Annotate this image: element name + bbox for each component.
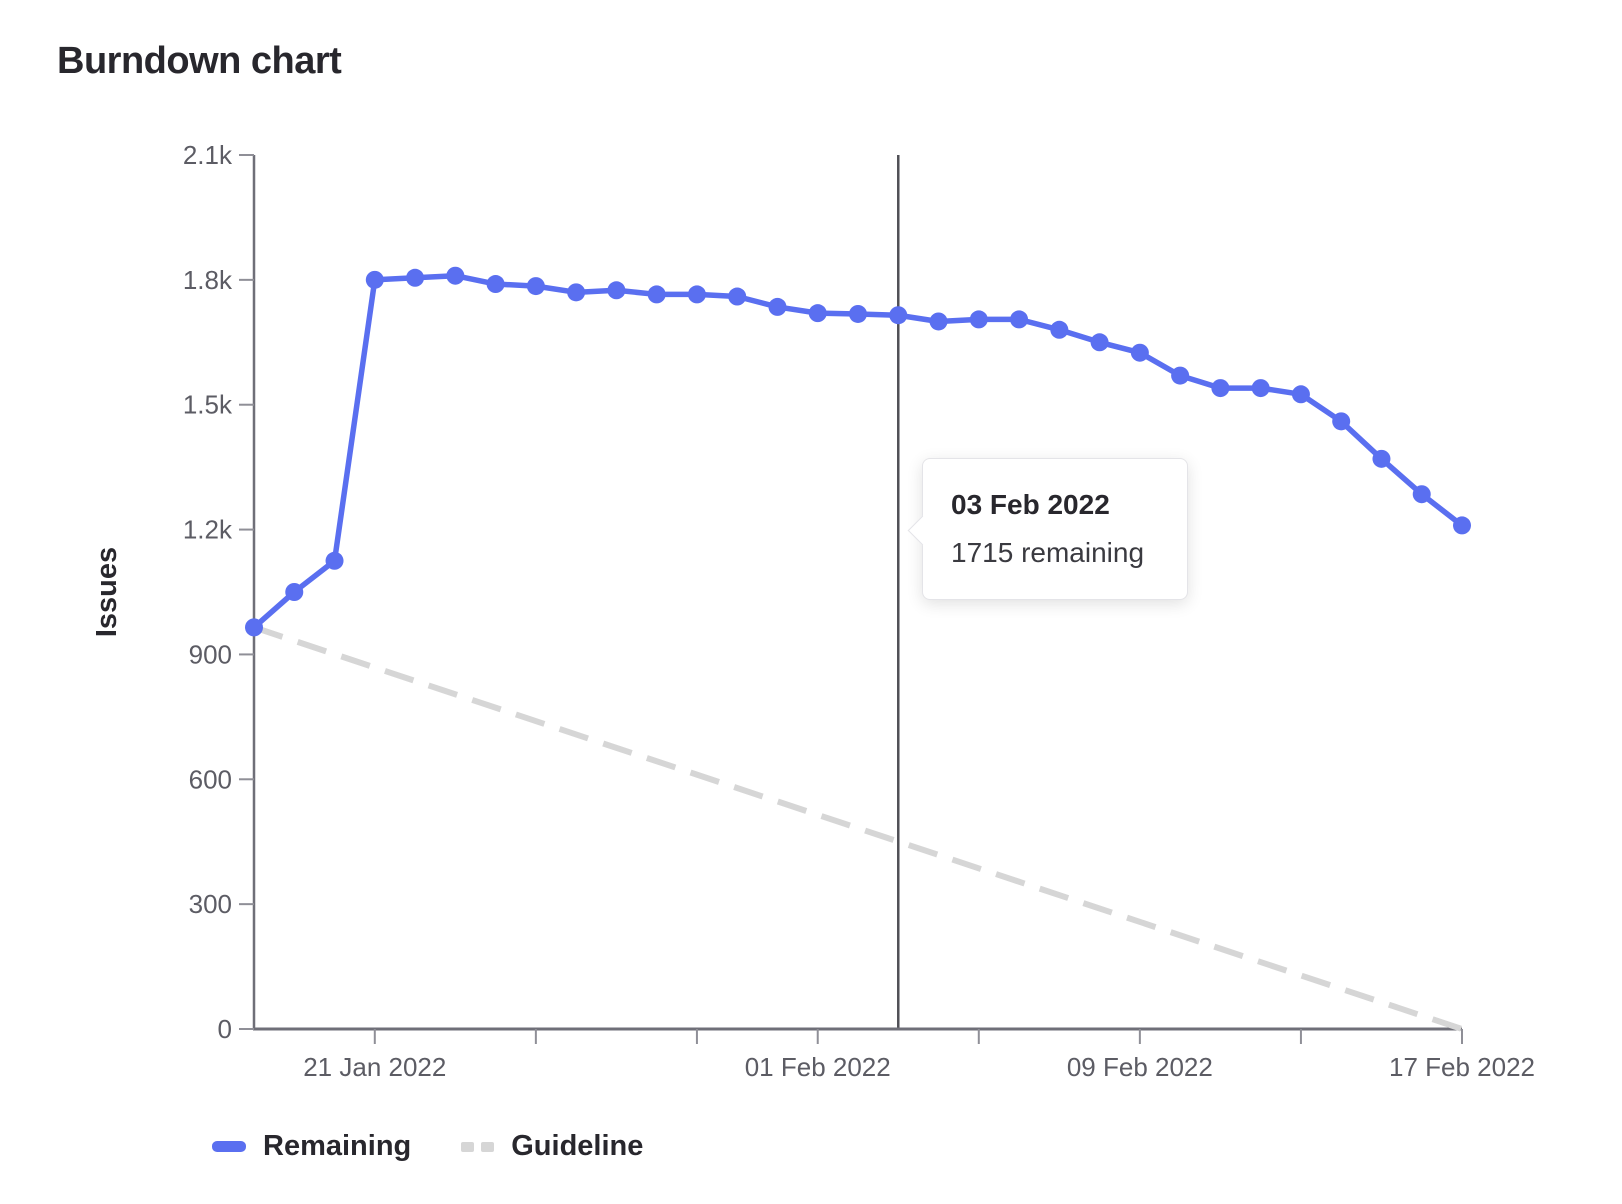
tooltip-date: 03 Feb 2022 bbox=[951, 489, 1110, 520]
tooltip-value: 1715 remaining bbox=[951, 537, 1145, 568]
data-point[interactable] bbox=[728, 287, 747, 306]
data-point[interactable] bbox=[406, 268, 425, 287]
y-tick-label: 0 bbox=[218, 1014, 232, 1044]
x-tick-label: 21 Jan 2022 bbox=[303, 1052, 446, 1082]
chart-legend: Remaining Guideline bbox=[212, 1130, 643, 1163]
x-tick-label: 09 Feb 2022 bbox=[1067, 1052, 1213, 1082]
legend-label-remaining: Remaining bbox=[263, 1130, 412, 1162]
page-title: Burndown chart bbox=[57, 40, 342, 82]
data-point[interactable] bbox=[1251, 379, 1270, 398]
remaining-line bbox=[251, 272, 1465, 631]
guideline-line bbox=[253, 624, 1463, 1032]
data-point[interactable] bbox=[607, 281, 626, 300]
y-axis-title: Issues bbox=[91, 547, 123, 637]
data-point[interactable] bbox=[486, 275, 505, 294]
data-point[interactable] bbox=[1171, 366, 1190, 385]
data-point[interactable] bbox=[687, 285, 706, 304]
data-point[interactable] bbox=[1211, 379, 1230, 398]
data-point[interactable] bbox=[567, 283, 586, 302]
y-tick-label: 1.8k bbox=[183, 265, 233, 295]
data-point[interactable] bbox=[1130, 343, 1149, 362]
data-point[interactable] bbox=[245, 618, 263, 637]
guideline-swatch-icon bbox=[461, 1141, 495, 1152]
data-point[interactable] bbox=[768, 297, 787, 316]
data-point[interactable] bbox=[1372, 449, 1391, 468]
data-point[interactable] bbox=[929, 312, 948, 331]
data-point[interactable] bbox=[1332, 412, 1351, 431]
legend-item-guideline[interactable]: Guideline bbox=[461, 1130, 643, 1163]
y-tick-label: 1.5k bbox=[183, 390, 233, 420]
data-point[interactable] bbox=[969, 310, 988, 329]
data-point[interactable] bbox=[1010, 310, 1029, 329]
data-point[interactable] bbox=[849, 304, 867, 323]
data-point[interactable] bbox=[808, 304, 827, 323]
data-point[interactable] bbox=[647, 285, 666, 304]
data-point[interactable] bbox=[889, 306, 908, 325]
y-tick-label: 600 bbox=[189, 764, 232, 794]
data-point[interactable] bbox=[1050, 320, 1069, 339]
y-tick-label: 2.1k bbox=[183, 140, 233, 170]
data-point[interactable] bbox=[285, 583, 304, 601]
x-tick-label: 17 Feb 2022 bbox=[1389, 1052, 1535, 1082]
y-tick-label: 1.2k bbox=[183, 515, 233, 545]
legend-label-guideline: Guideline bbox=[511, 1130, 644, 1162]
data-point[interactable] bbox=[325, 551, 344, 570]
y-tick-label: 300 bbox=[189, 889, 232, 919]
data-point[interactable] bbox=[1453, 516, 1471, 535]
chart-tooltip: 03 Feb 2022 1715 remaining bbox=[907, 458, 1188, 600]
data-point[interactable] bbox=[526, 277, 545, 296]
data-point[interactable] bbox=[446, 266, 465, 285]
data-point[interactable] bbox=[365, 270, 384, 289]
data-point[interactable] bbox=[1090, 333, 1109, 352]
x-tick-label: 01 Feb 2022 bbox=[745, 1052, 891, 1082]
remaining-swatch-icon bbox=[212, 1141, 246, 1152]
data-point[interactable] bbox=[1412, 485, 1431, 504]
y-tick-label: 900 bbox=[189, 639, 232, 669]
legend-item-remaining[interactable]: Remaining bbox=[212, 1130, 411, 1163]
data-point[interactable] bbox=[1291, 385, 1310, 404]
